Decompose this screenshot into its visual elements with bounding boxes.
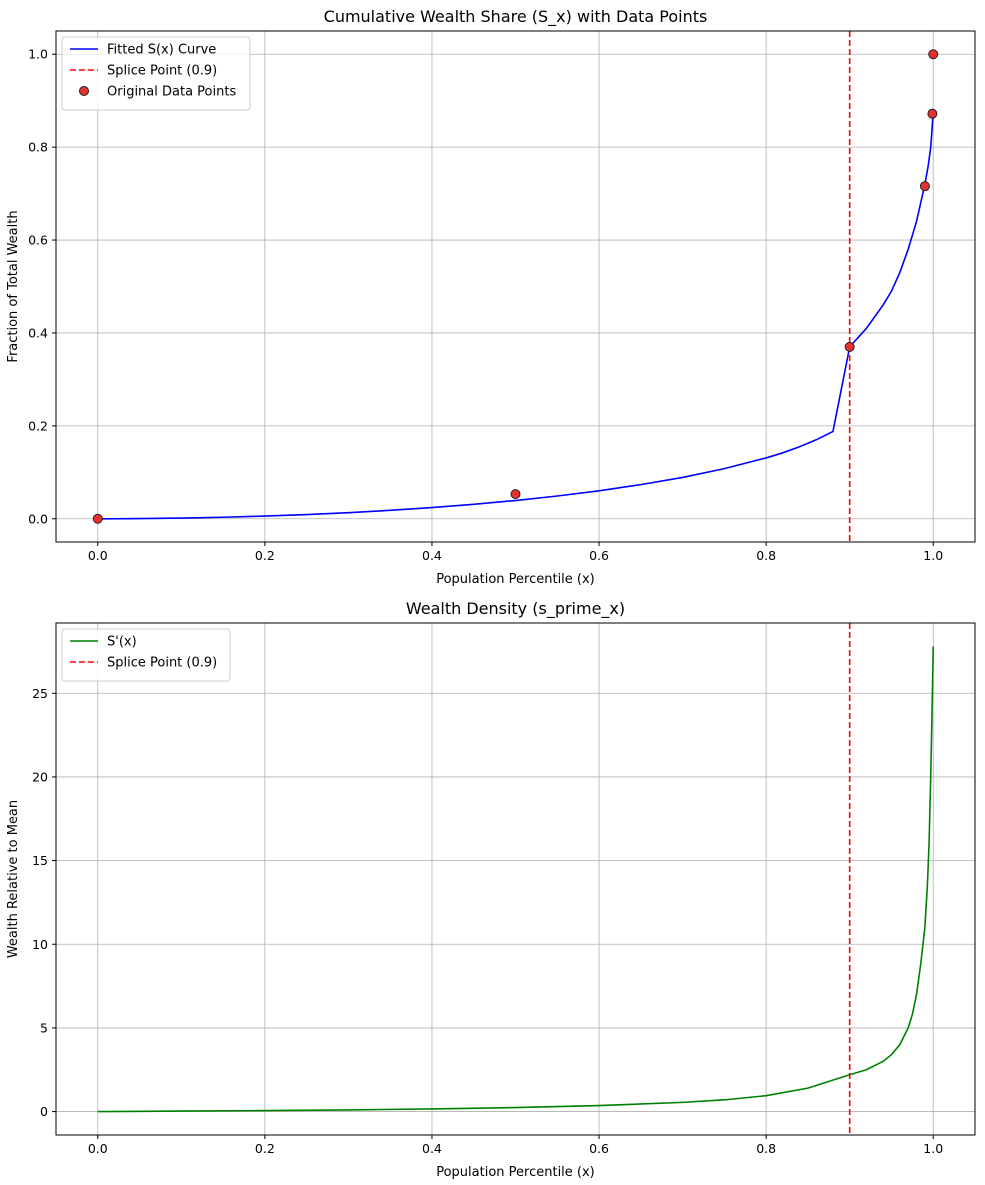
y-tick-label: 0.2 [28, 418, 48, 433]
data-point [927, 108, 938, 119]
x-tick-label: 0.2 [255, 548, 275, 563]
series-line-1 [97, 646, 935, 1113]
legend-label: Original Data Points [107, 85, 236, 100]
data-point [844, 341, 855, 352]
series-line-1 [97, 113, 935, 520]
legend-box [61, 628, 231, 682]
legend-box [61, 36, 251, 111]
x-axis-label: Population Percentile (x) [436, 572, 595, 587]
y-tick-label: 0 [40, 1104, 48, 1119]
y-tick-label: 1.0 [28, 47, 48, 62]
x-tick-label: 0.4 [422, 548, 442, 563]
axes-frame [55, 622, 976, 1136]
y-tick-label: 10 [32, 937, 48, 952]
data-point [928, 49, 939, 60]
x-tick-label: 0.8 [756, 548, 776, 563]
chart-1: 0.0 0.2 0.4 0.6 0.8 1.0 0.0 0.2 0.4 0.6 0.8 1.0 Cumu… [6, 7, 976, 587]
axes-frame [55, 30, 976, 543]
x-tick-label: 0.4 [422, 1141, 442, 1156]
legend: Fitted S(x) Curve Splice Point (0.9) Origi… [61, 36, 251, 111]
x-tick-label: 0.0 [88, 1141, 108, 1156]
legend-label: Splice Point (0.9) [107, 64, 217, 79]
data-point [510, 489, 521, 500]
y-tick-label: 15 [32, 853, 48, 868]
chart-title: Cumulative Wealth Share (S_x) with Data … [324, 7, 708, 27]
legend-label: S'(x) [107, 635, 137, 650]
chart-2: 0.0 0.2 0.4 0.6 0.8 1.0 0 5 10 15 20 25 Wealth Densi… [6, 599, 976, 1180]
y-axis-label: Wealth Relative to Mean [6, 800, 21, 958]
legend-marker-swatch [79, 86, 89, 96]
y-tick-label: 0.0 [28, 511, 48, 526]
y-tick-label: 5 [40, 1020, 48, 1035]
y-tick-label: 0.6 [28, 233, 48, 248]
x-tick-label: 0.6 [589, 1141, 609, 1156]
legend-label: Fitted S(x) Curve [107, 43, 216, 58]
x-tick-label: 0.8 [756, 1141, 776, 1156]
chart-title: Wealth Density (s_prime_x) [406, 599, 625, 619]
x-tick-label: 1.0 [923, 548, 943, 563]
y-tick-label: 20 [32, 769, 48, 784]
x-tick-label: 1.0 [923, 1141, 943, 1156]
x-tick-label: 0.0 [88, 548, 108, 563]
x-tick-label: 0.6 [589, 548, 609, 563]
y-tick-label: 0.8 [28, 140, 48, 155]
legend-label: Splice Point (0.9) [107, 656, 217, 671]
x-axis-label: Population Percentile (x) [436, 1165, 595, 1180]
y-tick-label: 0.4 [28, 325, 48, 340]
data-point [92, 513, 103, 524]
y-tick-label: 25 [32, 686, 48, 701]
x-tick-label: 0.2 [255, 1141, 275, 1156]
legend: S'(x) Splice Point (0.9) [61, 628, 231, 682]
y-axis-label: Fraction of Total Wealth [6, 210, 21, 362]
data-point [919, 181, 930, 192]
